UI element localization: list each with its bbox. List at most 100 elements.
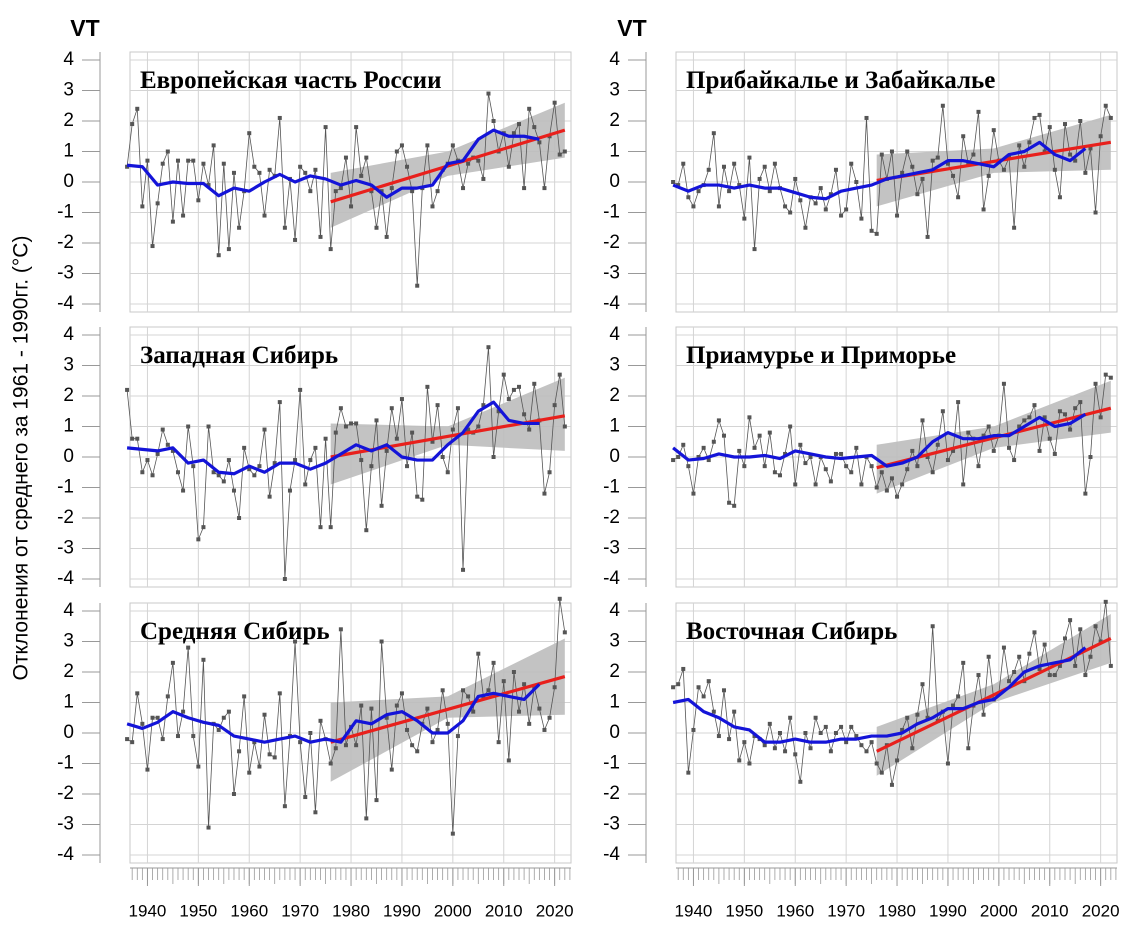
annual-point	[237, 749, 242, 754]
annual-point	[491, 119, 496, 123]
annual-point	[691, 727, 696, 732]
annual-point	[854, 445, 859, 450]
annual-point	[282, 225, 287, 230]
annual-point	[527, 427, 532, 432]
annual-point	[859, 743, 864, 748]
y-tick-label: 0	[63, 446, 74, 467]
annual-point	[165, 694, 170, 699]
annual-point	[859, 482, 864, 487]
annual-point	[915, 464, 920, 469]
annual-point	[196, 537, 201, 542]
annual-point	[517, 122, 522, 127]
annual-point	[522, 186, 527, 191]
annual-point	[415, 283, 420, 288]
annual-point	[757, 433, 762, 438]
annual-point	[940, 409, 945, 414]
panel: -4 -3 -2 -1 0 1 2 3 4 Средняя Сибирь 1940 1950 1960 1…	[57, 596, 574, 920]
annual-point	[940, 103, 945, 108]
annual-point	[966, 161, 971, 166]
annual-point	[125, 387, 130, 392]
annual-point	[711, 709, 716, 714]
annual-point	[706, 679, 711, 684]
smoothed-line	[126, 400, 540, 476]
y-tick-label: 4	[63, 324, 74, 345]
annual-point	[1063, 412, 1068, 417]
annual-point	[696, 189, 701, 194]
annual-point	[742, 740, 747, 745]
annual-point	[221, 479, 226, 484]
annual-point	[450, 831, 455, 836]
annual-point	[905, 467, 910, 472]
annual-point	[951, 448, 956, 453]
annual-point	[900, 482, 905, 487]
annual-point	[676, 183, 681, 188]
annual-point	[318, 234, 323, 239]
y-tick-label: 0	[609, 722, 620, 743]
annual-point	[839, 724, 844, 729]
y-tick-label: 1	[63, 416, 74, 437]
annual-point	[854, 180, 859, 184]
annual-point	[844, 207, 849, 212]
annual-point	[374, 418, 379, 423]
annual-point	[445, 721, 450, 726]
annual-point	[394, 703, 399, 708]
annual-point	[681, 666, 686, 671]
annual-point	[420, 497, 425, 502]
annual-point	[747, 155, 752, 160]
annual-point	[155, 451, 160, 456]
annual-point	[849, 470, 854, 475]
annual-point	[374, 225, 379, 230]
annual-point	[818, 731, 823, 735]
annual-point	[501, 679, 506, 684]
annual-point	[293, 458, 298, 463]
annual-point	[1027, 140, 1032, 145]
annual-point	[410, 189, 415, 194]
panel-title: Средняя Сибирь	[140, 618, 330, 645]
y-tick-label: -4	[603, 293, 620, 314]
annual-point	[216, 727, 221, 732]
x-tick-label: 1970	[281, 901, 319, 920]
annual-point	[732, 709, 737, 714]
annual-point	[721, 688, 726, 693]
annual-point	[140, 470, 145, 475]
annual-point	[399, 397, 404, 402]
corner-label: VT	[617, 15, 646, 41]
annual-point	[696, 685, 701, 690]
annual-point	[874, 485, 879, 490]
annual-point	[1093, 381, 1098, 386]
annual-point	[803, 731, 808, 735]
annual-point	[181, 709, 186, 714]
y-tick-label: 3	[63, 355, 74, 376]
annual-point	[415, 749, 420, 754]
annual-point	[308, 731, 313, 735]
annual-point	[1012, 225, 1017, 230]
y-tick-label: -4	[603, 568, 620, 589]
annual-point	[293, 237, 298, 242]
y-tick-label: -4	[57, 844, 74, 865]
x-tick-label: 1990	[383, 901, 421, 920]
annual-point	[476, 424, 481, 429]
annual-point	[956, 400, 961, 405]
annual-point	[506, 397, 511, 402]
annual-point	[196, 198, 201, 203]
annual-point	[767, 189, 772, 194]
annual-point	[1088, 455, 1093, 459]
annual-point	[257, 170, 262, 175]
annual-point	[956, 195, 961, 200]
annual-point	[981, 207, 986, 212]
annual-point	[247, 467, 252, 472]
annual-point	[1001, 381, 1006, 386]
annual-point	[701, 694, 706, 699]
annual-point	[981, 433, 986, 438]
annual-point	[206, 825, 211, 830]
annual-point	[542, 186, 547, 191]
annual-point	[145, 767, 150, 772]
annual-point	[788, 210, 793, 215]
y-tick-label: 3	[609, 80, 620, 101]
annual-point	[1093, 210, 1098, 215]
annual-point	[293, 639, 298, 644]
annual-point	[405, 464, 410, 469]
annual-point	[986, 424, 991, 429]
annual-point	[1022, 164, 1027, 169]
annual-point	[298, 387, 303, 392]
